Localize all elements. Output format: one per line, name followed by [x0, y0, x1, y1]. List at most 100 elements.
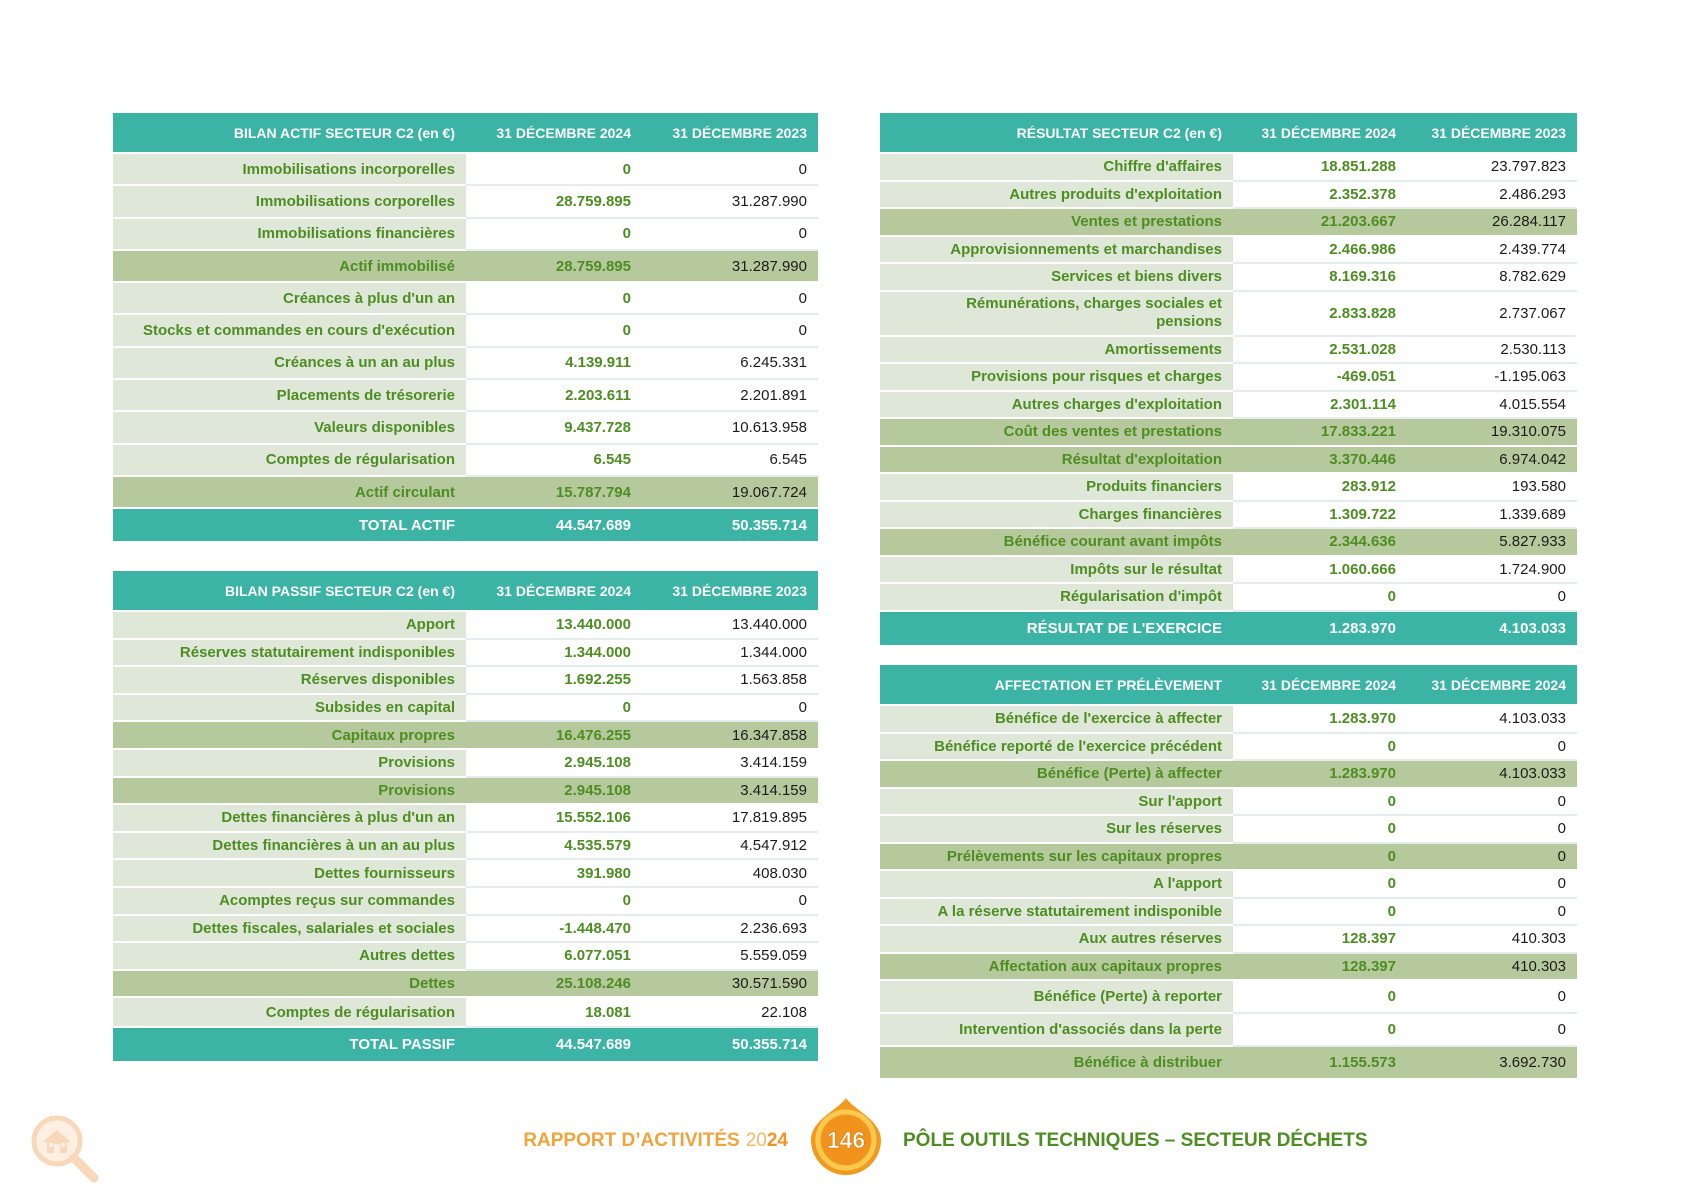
table-row: Aux autres réserves 128.397 410.303: [880, 926, 1577, 954]
row-label: Ventes et prestations: [880, 209, 1233, 237]
value-current-year: 2.531.028: [1233, 336, 1407, 364]
row-label: TOTAL ACTIF: [113, 509, 466, 542]
row-label-text: Placements de trésorerie: [276, 386, 455, 404]
row-label-text: Rémunérations, charges sociales et pensi…: [966, 295, 1222, 330]
table-row: Bénéfice reporté de l'exercice précédent…: [880, 733, 1577, 761]
row-label: Affectation aux capitaux propres: [880, 953, 1233, 981]
value-current-year: 0: [466, 694, 642, 723]
row-label: Réserves statutairement indisponibles: [113, 639, 466, 668]
row-label-text: Dettes financières à plus d'un an: [221, 809, 455, 827]
row-label: Sur les réserves: [880, 816, 1233, 844]
row-label: Apport: [113, 612, 466, 640]
house-magnifier-icon: [31, 1115, 99, 1183]
row-label-text: Sur les réserves: [1106, 820, 1222, 838]
value-previous-year: 0: [1407, 788, 1577, 816]
row-label: TOTAL PASSIF: [113, 1028, 466, 1062]
table-body: Immobilisations incorporelles 0 0 Immobilis…: [113, 154, 818, 542]
row-label-text: Autres charges d'exploitation: [1011, 395, 1222, 413]
row-label-text: Créances à un an au plus: [274, 354, 455, 372]
row-label-text: Actif immobilisé: [339, 257, 455, 275]
value-previous-year: 6.974.042: [1407, 446, 1577, 474]
affectation-table: AFFECTATION ET PRÉLÈVEMENT 31 DÉCEMBRE 20…: [880, 665, 1577, 1080]
row-label-text: Valeurs disponibles: [314, 419, 455, 437]
row-label-text: Dettes fournisseurs: [314, 864, 455, 882]
value-previous-year: 2.201.891: [642, 380, 818, 413]
value-previous-year: 1.724.900: [1407, 556, 1577, 584]
row-label: Actif circulant: [113, 476, 466, 510]
value-previous-year: 0: [1407, 1014, 1577, 1047]
table-title: AFFECTATION ET PRÉLÈVEMENT: [880, 665, 1233, 706]
value-previous-year: 0: [1407, 816, 1577, 844]
value-current-year: 25.108.246: [466, 970, 642, 999]
row-label-text: Coût des ventes et prestations: [1003, 423, 1222, 441]
row-label: Provisions pour risques et charges: [880, 364, 1233, 392]
value-previous-year: 0: [642, 315, 818, 348]
row-label-text: Services et biens divers: [1051, 268, 1222, 286]
column-header: 31 DÉCEMBRE 2024: [466, 571, 642, 612]
row-label-text: Capitaux propres: [331, 726, 455, 744]
row-label: Autres dettes: [113, 943, 466, 971]
subtotal-row: Bénéfice (Perte) à affecter 1.283.970 4.10…: [880, 761, 1577, 789]
row-label-text: Bénéfice reporté de l'exercice précédent: [934, 737, 1222, 755]
table-row: Placements de trésorerie 2.203.611 2.201.8…: [113, 380, 818, 413]
value-previous-year: 5.827.933: [1407, 529, 1577, 557]
value-previous-year: 22.108: [642, 998, 818, 1029]
table-row: Services et biens divers 8.169.316 8.782.6…: [880, 264, 1577, 292]
table-row: Dettes financières à un an au plus 4.535.…: [113, 832, 818, 861]
value-previous-year: 0: [642, 694, 818, 723]
value-current-year: 17.833.221: [1233, 419, 1407, 447]
subtotal-row: Ventes et prestations 21.203.667 26.284.11…: [880, 209, 1577, 237]
row-label: Résultat d'exploitation: [880, 446, 1233, 474]
value-current-year: 391.980: [466, 860, 642, 888]
subtotal-row: Bénéfice courant avant impôts 2.344.636 5.…: [880, 529, 1577, 557]
value-previous-year: 2.737.067: [1407, 291, 1577, 337]
value-current-year: 283.912: [1233, 474, 1407, 502]
row-label-text: Provisions: [378, 754, 455, 772]
value-previous-year: 3.692.730: [1407, 1047, 1577, 1080]
value-previous-year: 0: [1407, 981, 1577, 1014]
row-label: Dettes fiscales, salariales et sociales: [113, 915, 466, 944]
table-row: Dettes financières à plus d'un an 15.552.…: [113, 805, 818, 833]
row-label-text: Autres produits d'exploitation: [1009, 185, 1222, 203]
bilan-actif-table: BILAN ACTIF SECTEUR C2 (en €) 31 DÉCEMBRE…: [113, 113, 818, 542]
value-current-year: 0: [1233, 1014, 1407, 1047]
value-current-year: 1.283.970: [1233, 611, 1407, 645]
section-title: PÔLE OUTILS TECHNIQUES – SECTEUR DÉCHETS: [903, 1130, 1368, 1151]
row-label-text: Bénéfice de l'exercice à affecter: [994, 710, 1222, 728]
table-row: Intervention d'associés dans la perte 0 0: [880, 1014, 1577, 1047]
column-header: 31 DÉCEMBRE 2024: [1407, 665, 1577, 706]
table-header: BILAN PASSIF SECTEUR C2 (en €) 31 DÉCEMBR…: [113, 571, 818, 612]
table-row: Autres dettes 6.077.051 5.559.059: [113, 943, 818, 971]
row-label-text: Produits financiers: [1086, 478, 1222, 496]
value-current-year: 0: [1233, 584, 1407, 612]
table-row: Créances à un an au plus 4.139.911 6.245.3…: [113, 347, 818, 381]
column-header: 31 DÉCEMBRE 2024: [1233, 113, 1407, 154]
value-previous-year: -1.195.063: [1407, 364, 1577, 392]
table-row: Charges financières 1.309.722 1.339.689: [880, 501, 1577, 529]
table-title: BILAN ACTIF SECTEUR C2 (en €): [113, 113, 466, 154]
value-current-year: 2.301.114: [1233, 391, 1407, 419]
value-previous-year: 4.103.033: [1407, 706, 1577, 734]
row-label-text: Provisions: [378, 781, 455, 799]
value-previous-year: 0: [642, 887, 818, 916]
row-label: A la réserve statutairement indisponible: [880, 898, 1233, 926]
value-current-year: 2.945.108: [466, 749, 642, 778]
row-label: Bénéfice de l'exercice à affecter: [880, 706, 1233, 734]
row-label: Impôts sur le résultat: [880, 556, 1233, 584]
row-label: Capitaux propres: [113, 722, 466, 750]
value-previous-year: 2.236.693: [642, 915, 818, 944]
value-previous-year: 2.439.774: [1407, 236, 1577, 264]
value-previous-year: 410.303: [1407, 926, 1577, 954]
value-previous-year: 0: [642, 154, 818, 187]
row-label-text: Dettes: [409, 975, 455, 993]
table-row: Provisions 2.945.108 3.414.159: [113, 749, 818, 778]
value-previous-year: 19.067.724: [642, 476, 818, 510]
value-current-year: 0: [1233, 843, 1407, 871]
value-current-year: 1.283.970: [1233, 761, 1407, 789]
row-label: Immobilisations financières: [113, 218, 466, 251]
total-row: TOTAL ACTIF 44.547.689 50.355.714: [113, 509, 818, 542]
total-row: RÉSULTAT DE L'EXERCICE 1.283.970 4.103.033: [880, 611, 1577, 645]
row-label: Approvisionnements et marchandises: [880, 236, 1233, 264]
row-label: Bénéfice reporté de l'exercice précédent: [880, 733, 1233, 761]
row-label: Créances à plus d'un an: [113, 283, 466, 316]
